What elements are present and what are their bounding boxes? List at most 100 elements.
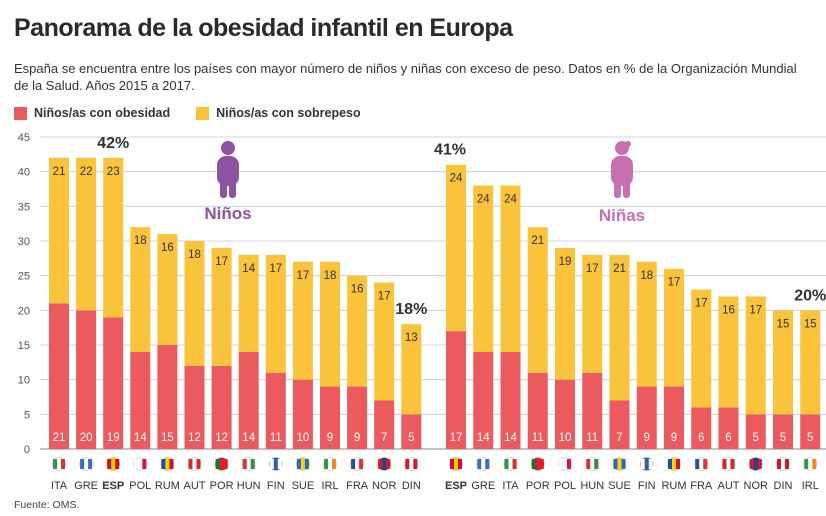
flag-icon	[80, 459, 85, 469]
flag-icon	[804, 459, 809, 469]
data-label-obesity: 21	[53, 432, 66, 444]
data-label-overweight: 14	[242, 263, 255, 275]
flag-icon	[413, 459, 418, 469]
flag-icon	[504, 459, 509, 469]
flag-icon	[695, 459, 700, 469]
legend-swatch-overweight	[196, 106, 210, 120]
bar-obesity	[103, 317, 124, 449]
boy-silhouette-icon	[221, 141, 235, 155]
data-label-overweight: 17	[297, 270, 310, 282]
flag-icon	[223, 459, 228, 469]
data-label-obesity: 14	[504, 432, 517, 444]
y-tick-label: 15	[18, 340, 30, 352]
callout-total: 42%	[97, 135, 129, 152]
data-label-obesity: 12	[188, 432, 201, 444]
data-label-obesity: 6	[698, 432, 704, 444]
bar-obesity	[745, 414, 766, 449]
y-tick-label: 0	[24, 444, 30, 456]
data-label-obesity: 10	[297, 432, 310, 444]
data-label-overweight: 17	[215, 256, 228, 268]
data-label-obesity: 11	[586, 432, 598, 444]
boy-silhouette-icon	[229, 182, 236, 198]
data-label-obesity: 9	[644, 432, 650, 444]
boy-silhouette-icon	[217, 156, 239, 186]
flag-icon	[304, 459, 309, 469]
flag-icon	[757, 459, 762, 469]
flag-icon	[296, 459, 301, 469]
bar-overweight	[374, 282, 395, 401]
flag-icon	[531, 459, 536, 469]
y-tick-label: 45	[18, 132, 30, 144]
legend-swatch-obesity	[14, 106, 27, 120]
bar-overweight	[211, 247, 232, 366]
x-tick-label: HUN	[580, 480, 604, 492]
bar-obesity	[49, 303, 69, 449]
flag-icon	[613, 459, 618, 469]
data-label-obesity: 14	[477, 432, 490, 444]
flag-icon	[722, 459, 727, 469]
data-label-overweight: 24	[477, 194, 490, 206]
group-label: Niños	[204, 204, 251, 223]
x-tick-label: RUM	[155, 480, 180, 492]
data-label-overweight: 18	[324, 270, 337, 282]
data-label-overweight: 18	[188, 249, 201, 261]
data-label-overweight: 13	[405, 332, 418, 344]
flag-icon	[749, 459, 754, 469]
bar-overweight	[401, 324, 422, 415]
flag-icon	[485, 459, 490, 469]
bar-overweight	[103, 157, 124, 318]
bar-overweight	[238, 254, 259, 352]
data-label-obesity: 15	[161, 432, 174, 444]
bar-obesity	[446, 331, 466, 449]
data-label-obesity: 5	[807, 432, 813, 444]
bar-overweight	[157, 234, 178, 345]
y-tick-label: 10	[18, 375, 30, 387]
flag-icon	[115, 459, 120, 469]
x-tick-label: IRL	[802, 480, 819, 492]
bar-obesity	[130, 351, 151, 449]
data-label-obesity: 9	[354, 432, 360, 444]
bar-overweight	[582, 254, 603, 373]
data-label-overweight: 17	[586, 263, 599, 275]
bar-overweight	[773, 310, 793, 415]
data-label-obesity: 7	[616, 432, 622, 444]
bar-overweight	[800, 310, 821, 415]
data-label-overweight: 24	[450, 173, 463, 185]
y-tick-label: 35	[18, 201, 30, 213]
girl-silhouette-icon	[623, 182, 630, 198]
bar-overweight	[292, 261, 313, 380]
x-tick-label: GRE	[74, 480, 98, 492]
x-tick-label: DIN	[774, 480, 793, 492]
bar-obesity	[292, 379, 313, 449]
girl-silhouette-icon	[614, 182, 621, 198]
flag-icon	[107, 459, 112, 469]
flag-icon	[53, 459, 57, 469]
data-label-overweight: 17	[378, 291, 391, 303]
callout-total: 20%	[794, 287, 826, 304]
bar-obesity	[473, 351, 494, 449]
data-label-obesity: 14	[242, 432, 255, 444]
bar-overweight	[500, 185, 521, 352]
data-label-obesity: 14	[134, 432, 147, 444]
callout-total: 41%	[434, 142, 466, 159]
legend-item-overweight: Niños/as con sobrepeso	[196, 106, 361, 120]
y-tick-label: 5	[24, 409, 30, 421]
bar-overweight	[527, 227, 548, 373]
flag-icon	[134, 459, 139, 469]
x-tick-label: FRA	[690, 480, 713, 492]
data-label-obesity: 5	[408, 432, 414, 444]
flag-icon	[812, 459, 817, 469]
y-tick-label: 25	[18, 271, 30, 283]
x-tick-label: FIN	[267, 480, 285, 492]
flag-icon	[676, 459, 680, 469]
flag-icon	[88, 459, 93, 469]
flag-icon	[621, 459, 626, 469]
flag-icon	[405, 459, 410, 469]
x-tick-label: GRE	[471, 480, 495, 492]
bar-overweight	[609, 254, 630, 401]
flag-icon	[477, 459, 482, 469]
bar-overweight	[265, 254, 286, 373]
bar-overweight	[555, 247, 575, 380]
legend: Niños/as con obesidad Niños/as con sobre…	[14, 106, 361, 120]
